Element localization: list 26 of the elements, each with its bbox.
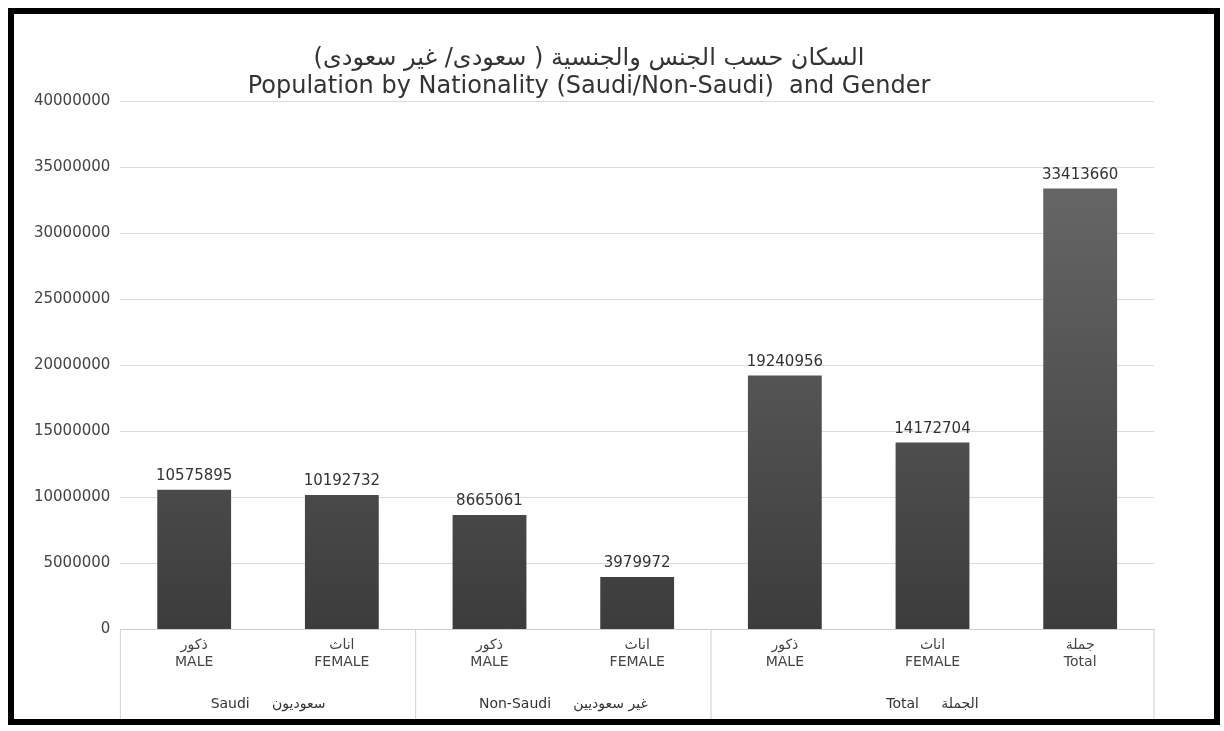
y-tick-label: 25000000 — [33, 289, 111, 308]
y-tick-label: 35000000 — [33, 157, 111, 176]
text: Saudi سعوديون — [210, 695, 326, 713]
data-label: 19240956 — [746, 351, 824, 370]
y-tick-label: 20000000 — [33, 355, 111, 374]
bar — [157, 489, 232, 629]
y-tick-label: 10000000 — [33, 487, 111, 506]
data-label: 10192732 — [303, 471, 381, 490]
y-tick-label: 15000000 — [33, 421, 111, 440]
bar — [1043, 188, 1118, 629]
data-label: 33413660 — [1041, 164, 1119, 183]
data-label: 3979972 — [603, 553, 671, 572]
bar — [895, 442, 970, 629]
bar — [304, 494, 379, 629]
bar — [452, 515, 527, 629]
data-label: 10575895 — [156, 466, 233, 485]
y-tick-label: 40000000 — [33, 91, 111, 110]
y-tick-label: 5000000 — [43, 553, 111, 572]
text: Total الجملة — [885, 695, 979, 712]
y-tick-label: 0 — [100, 619, 111, 638]
bar — [600, 576, 675, 629]
text: Non-Saudi غير سعوديين — [478, 695, 648, 713]
data-label: 14172704 — [894, 418, 971, 437]
data-label: 8665061 — [456, 491, 523, 510]
bar — [747, 375, 822, 629]
y-tick-label: 30000000 — [33, 223, 111, 242]
